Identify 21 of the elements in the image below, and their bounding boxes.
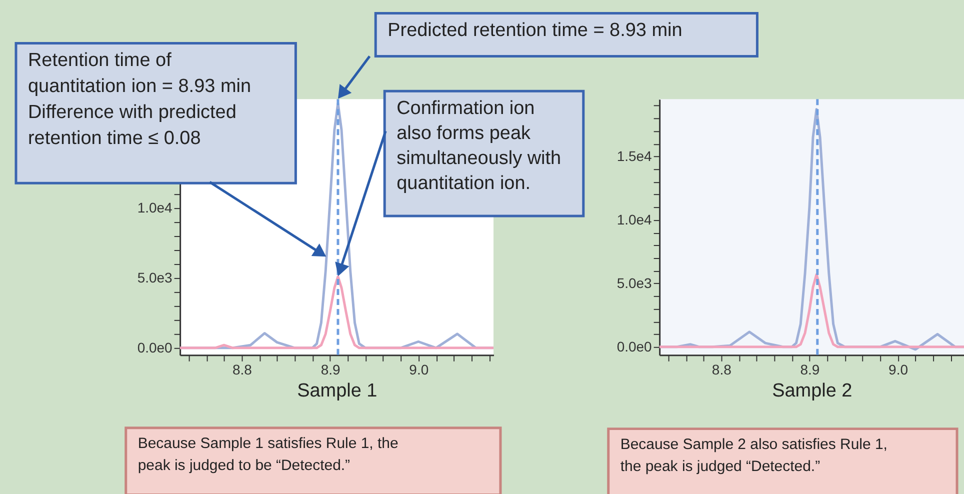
- x-axis-title: Sample 2: [772, 380, 852, 402]
- text: Predicted retention time = 8.93 min: [388, 20, 682, 42]
- x-tick-label: 8.9: [320, 361, 340, 378]
- text: Because Sample 2 also satisfies Rule 1, the peak is judged “Detected.”: [620, 436, 888, 475]
- y-tick-label: 5.0e3: [137, 270, 173, 286]
- y-tick-label: 1.0e4: [137, 200, 173, 216]
- y-tick-label: 1.5e4: [616, 148, 652, 164]
- x-tick-label: 8.8: [232, 361, 252, 378]
- x-tick-label: 9.0: [888, 361, 908, 378]
- x-axis-title: Sample 1: [297, 380, 378, 402]
- y-tick-label: 1.0e4: [616, 211, 652, 228]
- text: Because Sample 1 satisfies Rule 1, the peak is judged to be “Detected.”: [138, 434, 398, 474]
- annotation: Confirmation ion also forms peak simultaneously with quantitation ion.: [396, 98, 562, 194]
- x-tick-label: 9.0: [409, 361, 429, 378]
- y-tick-label: 0.0e0: [616, 338, 652, 354]
- line-series: [659, 273, 964, 348]
- y-tick-label: 0.0e0: [137, 339, 173, 356]
- annotation: Retention time of quantitation ion = 8.93 min Difference with predicted retention time ≤ 0.08: [28, 50, 252, 150]
- x-tick-label: 8.9: [800, 361, 820, 378]
- x-tick-label: 8.8: [712, 361, 732, 378]
- y-tick-label: 5.0e3: [616, 274, 652, 291]
